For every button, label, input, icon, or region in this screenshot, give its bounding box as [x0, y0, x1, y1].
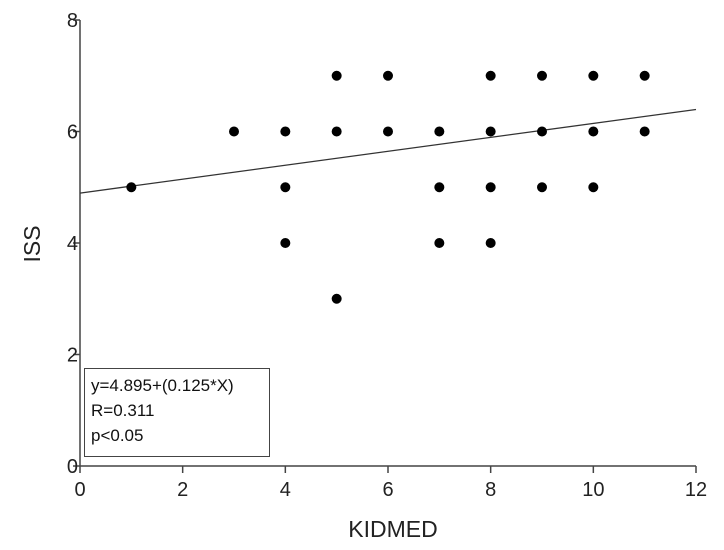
data-point — [383, 126, 393, 137]
y-tick-label: 4 — [67, 233, 78, 255]
data-point — [639, 126, 650, 137]
data-point — [434, 182, 445, 193]
x-tick-label: 2 — [177, 479, 188, 501]
data-point — [280, 238, 291, 248]
data-point — [639, 70, 650, 81]
data-point — [537, 182, 547, 193]
points-group — [126, 70, 650, 304]
x-tick-label: 4 — [280, 479, 291, 501]
data-point — [537, 70, 547, 81]
regression-stats-box: y=4.895+(0.125*X) R=0.311 p<0.05 — [84, 368, 270, 457]
data-point — [280, 182, 291, 193]
data-point — [537, 126, 547, 137]
correlation-value: R=0.311 — [91, 401, 155, 420]
data-point — [383, 70, 393, 81]
regression-equation: y=4.895+(0.125*X) — [91, 376, 234, 395]
p-value: p<0.05 — [91, 426, 144, 445]
y-tick-label: 8 — [67, 10, 78, 32]
regression-line — [79, 108, 697, 194]
data-point — [280, 126, 291, 137]
y-axis-title: ISS — [19, 225, 45, 262]
data-point — [485, 70, 496, 81]
data-point — [434, 126, 445, 137]
data-point — [229, 126, 239, 137]
x-tick-label: 10 — [582, 479, 604, 501]
data-point — [485, 238, 496, 248]
ticks: 0 2 4 6 8 10 12 0 2 4 6 8 — [67, 10, 707, 501]
data-point — [331, 70, 342, 81]
x-tick-label: 8 — [485, 479, 496, 501]
x-axis-title: KIDMED — [348, 516, 437, 542]
data-point — [331, 126, 342, 137]
y-tick-label: 6 — [67, 122, 78, 144]
data-point — [588, 182, 599, 193]
data-point — [588, 126, 599, 137]
data-point — [331, 293, 342, 304]
y-tick-label: 2 — [67, 345, 78, 367]
regression-line-group — [79, 108, 697, 194]
data-point — [588, 70, 599, 81]
data-point — [434, 238, 445, 248]
x-tick-label: 0 — [74, 479, 85, 501]
data-point — [485, 126, 496, 137]
data-point — [126, 182, 137, 193]
x-tick-label: 6 — [382, 479, 393, 501]
y-tick-label: 0 — [67, 456, 78, 478]
data-point — [485, 182, 496, 193]
x-tick-label: 12 — [685, 479, 707, 501]
